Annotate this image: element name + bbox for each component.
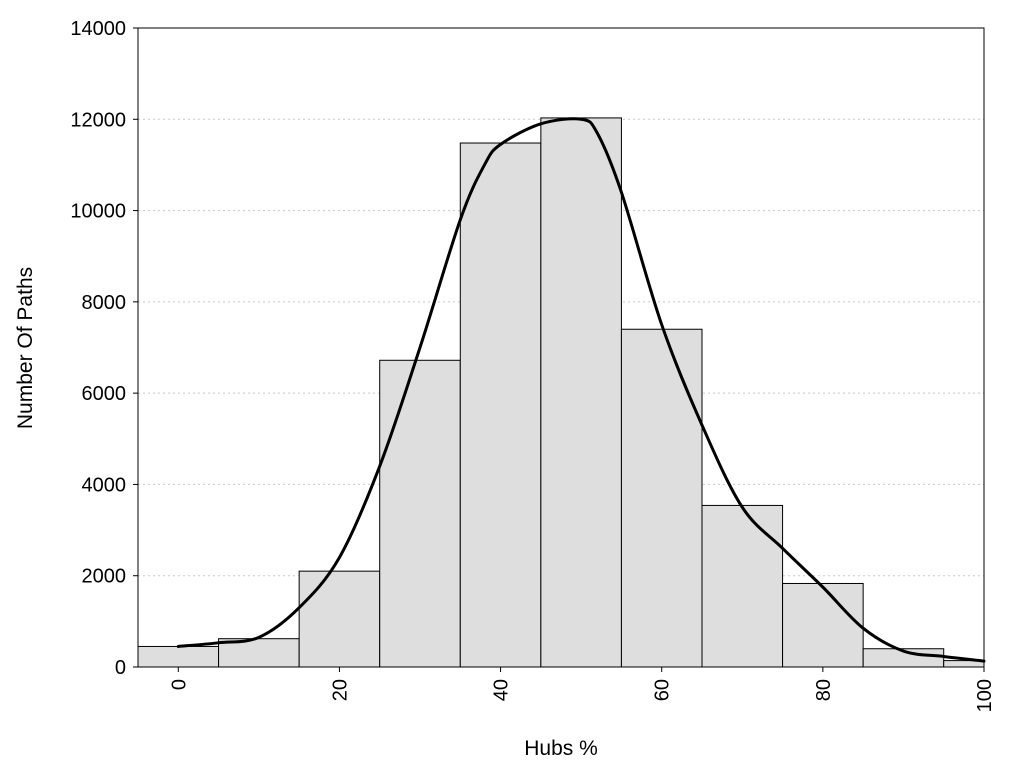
grid-layer bbox=[138, 118, 984, 577]
y-tick-label-12000: 12000 bbox=[70, 109, 126, 131]
y-tick-label-2000: 2000 bbox=[82, 566, 127, 588]
x-tick-label-60: 60 bbox=[652, 679, 674, 701]
histogram-bar-6 bbox=[620, 328, 703, 668]
y-tick-label-8000: 8000 bbox=[82, 292, 127, 314]
histogram-bar-0 bbox=[137, 645, 220, 668]
y-tick-label-6000: 6000 bbox=[82, 383, 127, 405]
y-tick-label-10000: 10000 bbox=[70, 201, 126, 223]
y-tick-label-14000: 14000 bbox=[70, 18, 126, 40]
curve-layer bbox=[176, 117, 986, 663]
x-axis: 0 20 40 60 80 100 bbox=[168, 667, 996, 712]
histogram-bar-2 bbox=[298, 570, 381, 668]
histogram-bar-4 bbox=[459, 142, 542, 668]
x-axis-title: Hubs % bbox=[524, 737, 598, 760]
histogram-bar-8 bbox=[782, 582, 864, 668]
histogram-bar-5 bbox=[540, 117, 622, 668]
plot-frame bbox=[137, 27, 985, 668]
y-tick-label-4000: 4000 bbox=[82, 474, 127, 496]
x-tick-label-40: 40 bbox=[491, 679, 513, 701]
x-tick-label-20: 20 bbox=[329, 679, 351, 701]
y-tick-label-0: 0 bbox=[115, 657, 126, 679]
y-axis-title: Number Of Paths bbox=[14, 267, 37, 429]
density-curve bbox=[176, 117, 986, 663]
x-tick-label-0: 0 bbox=[168, 679, 190, 690]
histogram-bar-3 bbox=[379, 359, 461, 668]
histogram-bar-7 bbox=[701, 504, 784, 668]
y-axis: 0 2000 4000 6000 8000 10000 12000 14000 bbox=[70, 18, 138, 679]
bars-layer bbox=[137, 117, 985, 668]
x-tick-label-100: 100 bbox=[974, 679, 996, 712]
x-tick-label-80: 80 bbox=[813, 679, 835, 701]
